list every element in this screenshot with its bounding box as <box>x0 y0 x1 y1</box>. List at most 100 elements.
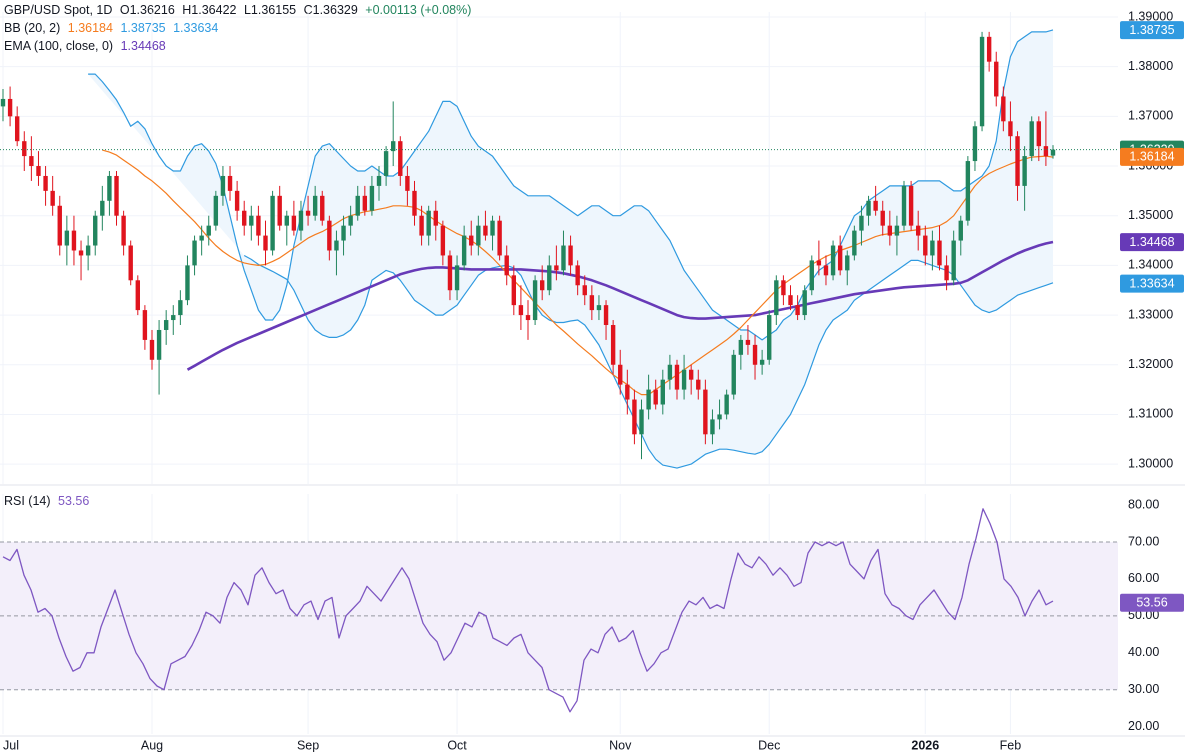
candle-body <box>433 210 438 226</box>
price-tick-label: 1.33000 <box>1128 307 1173 321</box>
candle-body <box>135 280 140 311</box>
candle-body <box>958 220 963 241</box>
candle-body <box>22 141 27 157</box>
candle-body <box>348 215 353 226</box>
candle-body <box>767 315 772 360</box>
candle-body <box>837 245 843 271</box>
candle-body <box>582 285 587 296</box>
candle-body <box>717 414 722 420</box>
candle-body <box>731 354 736 395</box>
candle-body <box>149 339 155 360</box>
candle-body <box>575 265 580 286</box>
time-tick-label: 2026 <box>911 738 939 752</box>
price-tick-label: 1.38000 <box>1128 59 1173 73</box>
candle-body <box>100 200 105 216</box>
candle-body <box>795 305 800 316</box>
rsi-tag: 53.56 <box>1136 595 1167 609</box>
candle-body <box>1022 156 1027 186</box>
candle-body <box>894 225 900 236</box>
low-value: L1.36155 <box>243 3 297 17</box>
candle-body <box>1050 149 1056 156</box>
candle-body <box>788 295 793 306</box>
candle-body <box>476 225 481 246</box>
bb-upper-line <box>88 29 1054 341</box>
price-tick-label: 1.31000 <box>1128 407 1173 421</box>
time-tick-label: Oct <box>447 738 467 752</box>
candle-body <box>469 235 474 246</box>
candle-body <box>57 205 62 246</box>
price-tick-label: 1.32000 <box>1128 357 1173 371</box>
candle-body <box>561 245 566 271</box>
legend-ema: EMA (100, close, 0) 1.34468 <box>4 39 170 53</box>
candle-body <box>908 185 914 226</box>
candle-body <box>78 250 84 256</box>
bb-mid-tag-bg <box>1120 147 1184 166</box>
bb-lower-tag-bg <box>1120 274 1184 293</box>
candle-body <box>213 195 219 226</box>
candle-body <box>284 215 289 226</box>
candle-body <box>185 265 190 301</box>
price-tick-label: 1.37000 <box>1128 109 1173 123</box>
candle-body <box>852 230 857 256</box>
candle-body <box>504 255 509 276</box>
open-value: O1.36216 <box>119 3 175 17</box>
candle-body <box>816 260 822 266</box>
candle-body <box>901 185 907 226</box>
ema-line <box>186 240 1054 371</box>
candle-body <box>249 215 254 226</box>
time-tick-label: Dec <box>758 738 780 752</box>
candle-body <box>610 325 616 365</box>
candle-body <box>859 215 864 231</box>
candle-body <box>163 320 169 330</box>
candle-body <box>923 235 928 256</box>
bb-lower-line <box>243 254 1054 469</box>
time-tick-label: Jul <box>3 738 19 752</box>
candle-body <box>128 245 133 281</box>
candle-body <box>681 369 687 390</box>
candle-body <box>142 310 148 340</box>
candle-body <box>759 359 765 365</box>
time-tick-label: Sep <box>297 738 319 752</box>
candle-body <box>802 290 807 316</box>
candle-body <box>156 329 162 360</box>
candle-body <box>50 190 55 206</box>
legend-ohlc: GBP/USD Spot, 1D O1.36216 H1.36422 L1.36… <box>4 3 475 17</box>
candle-body <box>809 260 814 291</box>
candle-body <box>1015 136 1020 186</box>
candle-body <box>298 210 304 231</box>
candle-body <box>547 265 552 291</box>
candle-body <box>994 61 999 97</box>
candle-body <box>440 225 446 256</box>
candle-body <box>107 175 112 201</box>
price-tick-label: 1.35000 <box>1128 208 1173 222</box>
candle-body <box>965 161 971 221</box>
candle-body <box>880 210 885 226</box>
candle-body <box>242 210 247 226</box>
candle-body <box>667 364 673 380</box>
time-tick-label: Feb <box>1000 738 1022 752</box>
time-tick-label: Nov <box>609 738 632 752</box>
candle-body <box>618 364 623 385</box>
candle-body <box>334 240 339 251</box>
candle-body <box>532 280 538 321</box>
candle-body <box>256 215 261 236</box>
ema-tag: 1.34468 <box>1129 235 1174 249</box>
candle-body <box>639 409 644 435</box>
candle-body <box>596 305 602 311</box>
bb-upper-tag-bg <box>1120 21 1184 40</box>
candle-body <box>85 245 91 256</box>
candle-body <box>944 265 949 281</box>
candle-body <box>412 190 417 216</box>
rsi-tick-label: 30.00 <box>1128 682 1159 696</box>
close-value: C1.36329 <box>303 3 358 17</box>
candle-body <box>327 220 332 251</box>
symbol-label: GBP/USD Spot, 1D <box>4 3 113 17</box>
rsi-label: RSI (14) <box>4 494 51 508</box>
candle-body <box>461 235 467 266</box>
candle-body <box>398 141 403 176</box>
candle-body <box>745 339 751 345</box>
candle-body <box>724 394 729 415</box>
candle-body <box>312 195 318 216</box>
candle-body <box>539 280 545 291</box>
